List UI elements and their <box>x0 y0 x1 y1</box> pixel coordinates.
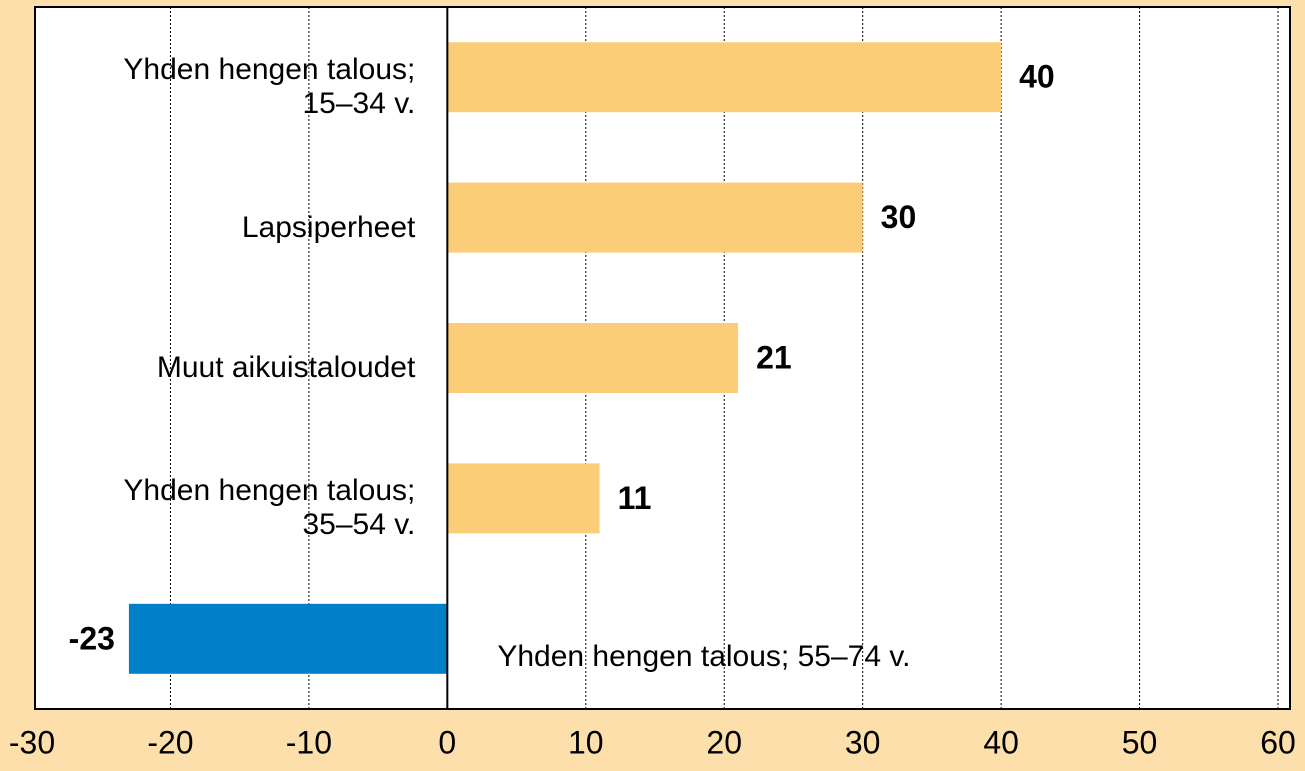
category-label: Yhden hengen talous; 15–34 v. <box>123 53 416 121</box>
x-tick-label: 20 <box>706 724 742 760</box>
bar <box>447 182 863 253</box>
x-tick-label: -10 <box>286 724 332 760</box>
value-label: 21 <box>756 339 792 375</box>
bar <box>447 42 1002 113</box>
x-tick-label: 60 <box>1260 724 1296 760</box>
bar <box>447 463 600 534</box>
x-tick-label: 0 <box>438 724 456 760</box>
x-tick-label: 50 <box>1122 724 1158 760</box>
x-tick-label: -30 <box>9 724 55 760</box>
x-tick-label: 40 <box>983 724 1019 760</box>
value-label: 40 <box>1019 59 1055 95</box>
bar <box>128 603 448 674</box>
x-tick-label: 30 <box>845 724 881 760</box>
category-label: Yhden hengen talous; 55–74 v. <box>497 639 911 673</box>
value-label: -23 <box>69 620 115 656</box>
value-label: 30 <box>881 199 917 235</box>
x-tick-label: 10 <box>568 724 604 760</box>
category-label: Yhden hengen talous; 35–54 v. <box>123 474 416 542</box>
category-label: Lapsiperheet <box>241 210 416 244</box>
category-label: Muut aikuistaloudet <box>156 351 416 384</box>
bar <box>447 323 739 393</box>
x-tick-label: -20 <box>147 724 193 760</box>
value-label: 11 <box>618 480 652 516</box>
